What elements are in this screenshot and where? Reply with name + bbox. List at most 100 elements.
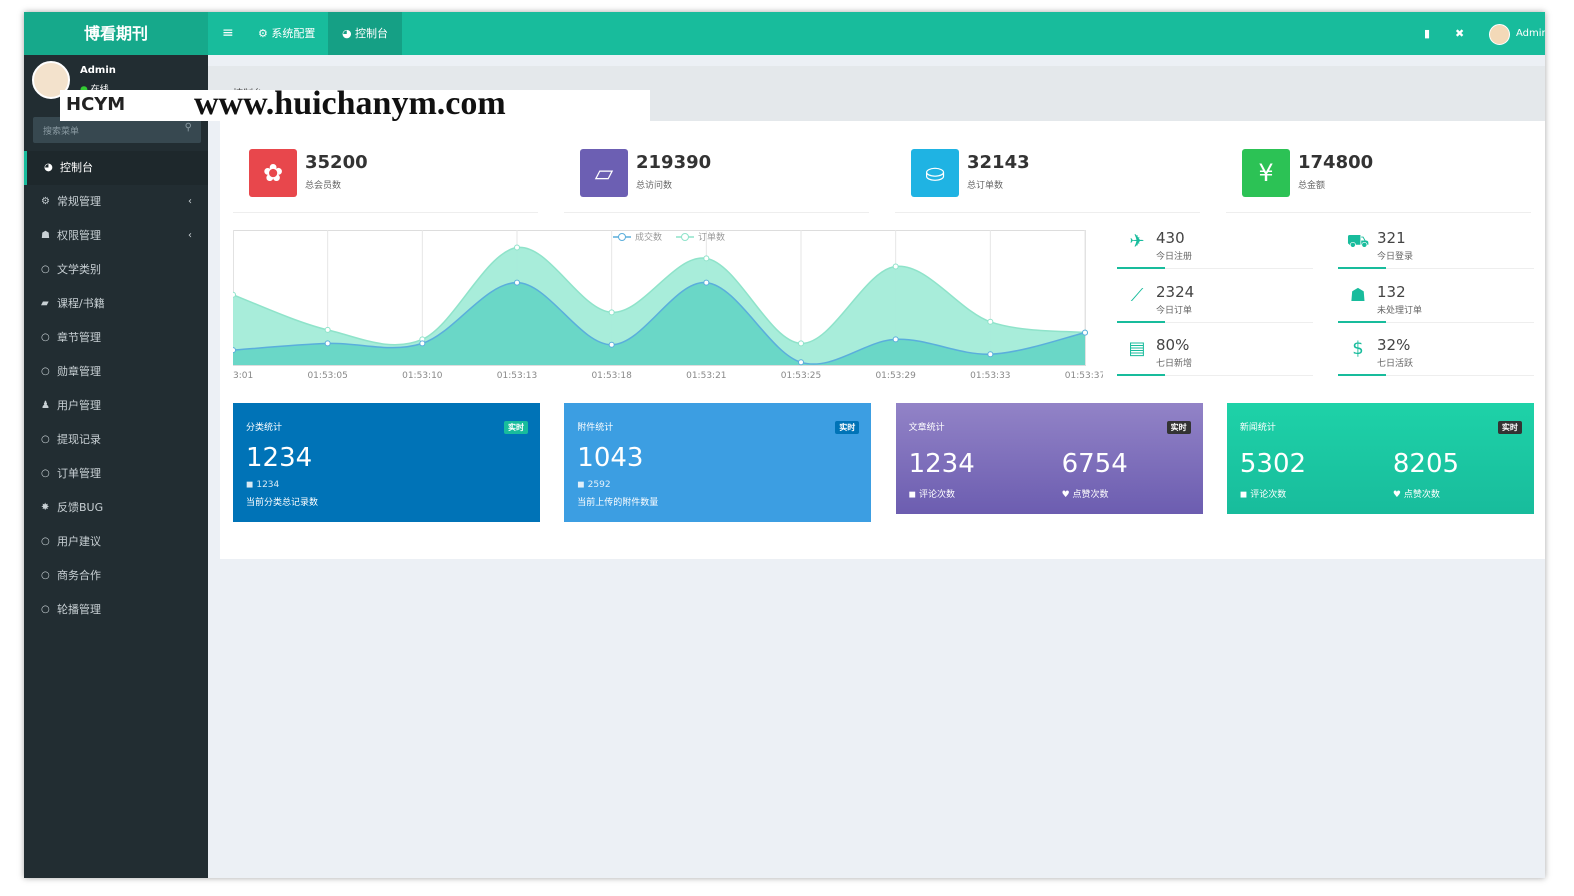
menu-item[interactable]: ○ 用户建议 (24, 525, 208, 559)
x-tick-label: 01:53:01 (233, 371, 253, 381)
menu-item[interactable]: ○ 文学类别 (24, 253, 208, 287)
x-tick-label: 01:53:18 (591, 371, 632, 381)
divider (564, 212, 869, 213)
card-title: 附件统计 (577, 423, 614, 433)
menu-icon: ✸ (41, 502, 50, 513)
divider (1338, 321, 1534, 323)
menu-icon: ▰ (41, 298, 49, 309)
avatar (32, 61, 70, 99)
menu-toggle[interactable]: ≡ (222, 25, 234, 41)
menu-item[interactable]: ○ 章节管理 (24, 321, 208, 355)
divider (233, 212, 538, 213)
search-icon: ⚲ (184, 122, 192, 133)
menu-item[interactable]: ◕ 控制台 (24, 151, 208, 185)
x-tick-label: 01:53:29 (875, 371, 916, 381)
point (233, 291, 236, 298)
nav-item[interactable]: ⚙ 系统配置 (258, 27, 316, 40)
watermark-url: www.huichanym.com (194, 85, 506, 122)
mini-value: 321 (1377, 229, 1406, 247)
metric-value: 1234 (908, 449, 975, 479)
menu-text: 控制台 (60, 161, 93, 174)
series-line (233, 246, 1086, 346)
card-caption: 当前上传的附件数量 (577, 498, 659, 508)
divider (1117, 375, 1313, 376)
point (798, 340, 804, 347)
menu-text: 订单管理 (57, 467, 101, 480)
menu-text: 用户建议 (57, 535, 101, 548)
menu-item[interactable]: ○ 订单管理 (24, 457, 208, 491)
x-tick-label: 01:53:05 (307, 371, 347, 381)
mini-value: 132 (1377, 282, 1406, 301)
mini-value: 32% (1377, 336, 1411, 354)
x-tick-label: 01:53:13 (497, 371, 537, 381)
stat-icon: ¥ (1242, 149, 1290, 197)
mini-icon: ☗ (1349, 284, 1367, 306)
metric-text: 点赞次数 (1072, 490, 1109, 500)
point (514, 244, 520, 251)
point (324, 340, 331, 347)
point (608, 309, 615, 316)
menu-item[interactable]: ○ 勋章管理 (24, 355, 208, 389)
app: 博看期刊 ≡ ⚙ 系统配置 ◕ 控制台 ▮ ✖ Admin Admin ● 在线… (24, 12, 1545, 878)
menu-text: 用户管理 (57, 399, 101, 412)
x-tick-label: 01:53:25 (781, 371, 821, 381)
menu-text: 权限管理 (57, 229, 101, 242)
brand[interactable]: 博看期刊 (24, 12, 208, 55)
metric-label: ◼ 评论次数 (1239, 490, 1287, 500)
watermark-logo: HCYM (66, 94, 126, 115)
menu-item[interactable]: ⚙ 常规管理 ‹ (24, 185, 208, 219)
menu-icon: ○ (41, 468, 50, 479)
menu-arrow: ‹ (188, 196, 192, 207)
stat-label: 总订单数 (967, 181, 1004, 191)
stat-value: 219390 (636, 152, 712, 173)
card-title: 新闻统计 (1239, 423, 1276, 433)
search-box[interactable]: 搜索菜单 ⚲ (33, 117, 201, 143)
card-value: 1234 (246, 443, 313, 473)
menu-icon: ○ (41, 332, 50, 343)
point (703, 279, 710, 286)
menu-icon: ♟ (41, 400, 50, 411)
menu-item[interactable]: ♟ 用户管理 (24, 389, 208, 423)
menu-icon: ○ (41, 366, 50, 377)
divider-accent (1117, 320, 1165, 323)
divider-accent (1338, 267, 1386, 269)
nav-tab[interactable]: ◕ 控制台 (328, 12, 402, 55)
menu-item[interactable]: ✸ 反馈BUG (24, 491, 208, 525)
watermark: HCYM www.huichanym.com (60, 85, 650, 122)
card-sub-value: 2592 (587, 480, 611, 490)
menu-item[interactable]: ○ 轮播管理 (24, 593, 208, 627)
menu-text: 勋章管理 (57, 365, 101, 378)
mini-label: 未处理订单 (1377, 305, 1423, 316)
menu-icon: ⚙ (41, 196, 50, 207)
mini-label: 今日订单 (1156, 305, 1193, 316)
point (233, 347, 236, 354)
legend-marker (681, 233, 689, 241)
menu-text: 商务合作 (57, 569, 101, 582)
series-line (233, 281, 1086, 365)
mini-icon: ⛟ (1346, 231, 1370, 252)
menu-item[interactable]: ▰ 课程/书籍 (24, 287, 208, 321)
header: 博看期刊 ≡ ⚙ 系统配置 ◕ 控制台 ▮ ✖ Admin (24, 12, 1545, 55)
fullscreen-icon[interactable]: ✖ (1455, 27, 1465, 40)
divider (1338, 268, 1534, 269)
search-placeholder: 搜索菜单 (43, 127, 80, 137)
legend-label: 订单数 (698, 231, 725, 243)
nav-text: 控制台 (355, 27, 389, 40)
point (703, 255, 710, 262)
menu-item[interactable]: ☗ 权限管理 ‹ (24, 219, 208, 253)
mini-label: 七日新增 (1156, 359, 1193, 369)
x-tick-label: 01:53:21 (686, 371, 726, 381)
point (608, 341, 615, 348)
card-caption: 当前分类总记录数 (246, 498, 319, 508)
menu-item[interactable]: ○ 提现记录 (24, 423, 208, 457)
avatar[interactable] (1489, 24, 1510, 45)
metric-text: 评论次数 (1250, 490, 1287, 500)
user-name[interactable]: Admin (1516, 28, 1545, 39)
menu-item[interactable]: ○ 商务合作 (24, 559, 208, 593)
divider-accent (1117, 267, 1165, 269)
clear-icon[interactable]: ▮ (1424, 27, 1431, 40)
point (987, 351, 994, 358)
stat-value: 35200 (305, 152, 368, 173)
menu-icon: ○ (41, 570, 50, 581)
